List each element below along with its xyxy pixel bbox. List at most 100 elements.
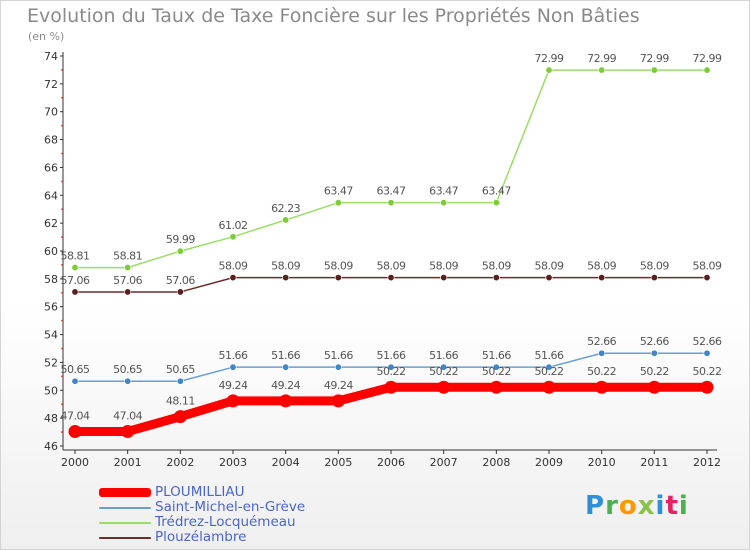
data-point xyxy=(387,363,395,371)
data-label: 48.11 xyxy=(166,395,195,408)
brand-letter: i xyxy=(655,491,666,521)
data-label: 72.99 xyxy=(640,52,669,65)
legend-item: Plouzélambre xyxy=(99,530,305,545)
data-label: 63.47 xyxy=(377,185,406,198)
brand-letter: i xyxy=(678,491,689,521)
data-label: 50.22 xyxy=(693,365,722,378)
data-label: 58.81 xyxy=(113,250,142,263)
data-label: 72.99 xyxy=(535,52,564,65)
data-label: 51.66 xyxy=(377,349,406,362)
data-point xyxy=(68,425,82,439)
data-point xyxy=(437,380,451,394)
data-label: 63.47 xyxy=(429,185,458,198)
data-label: 58.09 xyxy=(482,260,511,273)
x-tick-label: 2010 xyxy=(588,456,616,469)
data-point xyxy=(334,363,342,371)
data-point xyxy=(176,377,184,385)
x-tick-label: 2009 xyxy=(535,456,563,469)
x-tick-label: 2003 xyxy=(219,456,247,469)
data-point xyxy=(176,288,184,296)
data-label: 52.66 xyxy=(587,335,616,348)
y-minor-tick xyxy=(61,319,63,322)
data-label: 62.23 xyxy=(271,202,300,215)
data-label: 58.09 xyxy=(587,260,616,273)
data-point xyxy=(595,380,609,394)
legend-label: PLOUMILLIAU xyxy=(155,484,245,500)
data-label: 72.99 xyxy=(587,52,616,65)
data-label: 58.09 xyxy=(535,260,564,273)
data-point xyxy=(229,363,237,371)
data-label: 47.04 xyxy=(61,410,90,423)
data-label: 50.22 xyxy=(429,365,458,378)
data-label: 58.09 xyxy=(271,260,300,273)
data-point xyxy=(334,199,342,207)
data-label: 57.06 xyxy=(61,274,90,287)
brand-letter: x xyxy=(637,491,656,521)
data-label: 58.09 xyxy=(219,260,248,273)
legend-swatch xyxy=(99,488,151,497)
y-minor-tick xyxy=(61,264,63,266)
data-point xyxy=(545,363,553,371)
data-label: 58.09 xyxy=(324,260,353,273)
chart-title: Evolution du Taux de Taxe Foncière sur l… xyxy=(27,5,640,27)
data-label: 59.99 xyxy=(166,233,195,246)
y-minor-tick xyxy=(61,208,63,211)
legend-label: Saint-Michel-en-Grève xyxy=(155,499,306,515)
data-label: 50.22 xyxy=(640,365,669,378)
data-point xyxy=(229,274,237,282)
data-label: 61.02 xyxy=(219,219,248,232)
legend-item: Saint-Michel-en-Grève xyxy=(99,500,305,515)
data-point xyxy=(703,274,711,282)
x-tick-label: 2006 xyxy=(377,456,405,469)
y-tick-label: 68 xyxy=(44,134,58,147)
data-label: 49.24 xyxy=(219,379,248,392)
data-point xyxy=(334,274,342,282)
data-point xyxy=(124,288,132,296)
y-tick-label: 62 xyxy=(44,217,58,230)
y-tick-label: 58 xyxy=(44,273,58,286)
x-tick-label: 2001 xyxy=(114,456,142,469)
data-point xyxy=(542,380,556,394)
data-label: 51.66 xyxy=(219,349,248,362)
data-label: 58.81 xyxy=(61,250,90,263)
data-point xyxy=(700,380,714,394)
y-tick-label: 70 xyxy=(44,106,58,119)
data-label: 52.66 xyxy=(640,335,669,348)
y-tick-label: 64 xyxy=(44,189,58,202)
data-point xyxy=(387,199,395,207)
data-point xyxy=(173,410,187,424)
brand-letter: o xyxy=(618,491,638,521)
data-label: 51.66 xyxy=(271,349,300,362)
data-label: 50.22 xyxy=(535,365,564,378)
data-label: 47.04 xyxy=(113,410,142,423)
data-label: 49.24 xyxy=(271,379,300,392)
data-label: 50.65 xyxy=(61,363,90,376)
y-minor-tick xyxy=(61,69,63,71)
data-label: 51.66 xyxy=(429,349,458,362)
data-label: 63.47 xyxy=(324,185,353,198)
y-minor-tick xyxy=(61,375,63,378)
y-minor-tick xyxy=(61,347,63,350)
data-point xyxy=(489,380,503,394)
y-minor-tick xyxy=(61,431,63,433)
data-label: 50.22 xyxy=(482,365,511,378)
data-point xyxy=(71,288,79,296)
x-tick-label: 2012 xyxy=(693,456,721,469)
brand-logo: Proxiti xyxy=(585,491,689,521)
y-minor-tick xyxy=(61,180,63,183)
data-point xyxy=(331,394,345,408)
data-label: 63.47 xyxy=(482,185,511,198)
y-minor-tick xyxy=(61,403,63,406)
data-label: 57.06 xyxy=(166,274,195,287)
data-label: 50.65 xyxy=(166,363,195,376)
data-point xyxy=(703,349,711,357)
y-minor-tick xyxy=(61,152,63,155)
data-point xyxy=(226,394,240,408)
y-tick-label: 72 xyxy=(44,78,58,91)
data-point xyxy=(387,274,395,282)
data-point xyxy=(124,377,132,385)
data-label: 51.66 xyxy=(482,349,511,362)
data-point xyxy=(279,394,293,408)
y-tick-label: 74 xyxy=(44,50,58,63)
